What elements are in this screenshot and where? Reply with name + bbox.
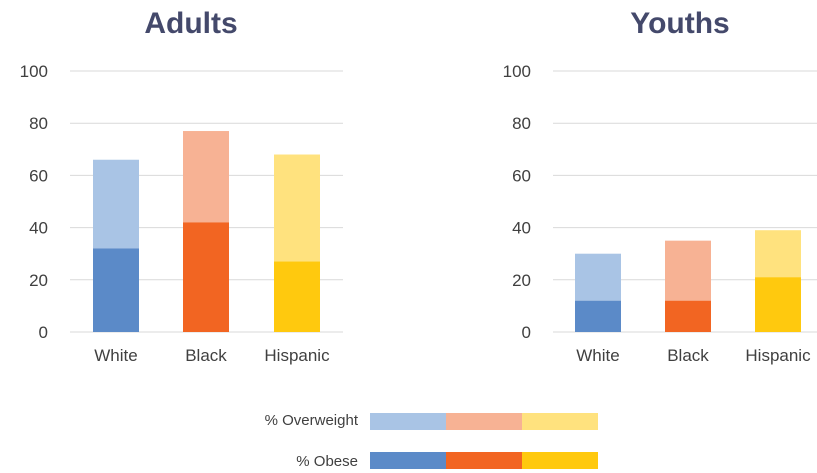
legend-swatch [370, 452, 446, 469]
adults-ytick-label: 80 [29, 114, 48, 133]
legend: % Overweight % Obese [265, 412, 598, 470]
adults-bar-overweight-black [183, 131, 229, 223]
legend-swatch [522, 413, 598, 430]
legend-swatch [370, 413, 446, 430]
youths-bar-overweight-black [665, 240, 711, 301]
youths-category-label: White [576, 346, 619, 365]
adults-category-label: White [94, 346, 137, 365]
youths-category-label: Black [667, 346, 709, 365]
youths-chart-title: Youths [630, 7, 729, 40]
youths-ytick-label: 0 [522, 323, 531, 342]
youths-category-label: Hispanic [745, 346, 811, 365]
legend-swatches-obese [370, 452, 598, 469]
youths-ytick-label: 40 [512, 219, 531, 238]
legend-swatch [446, 413, 522, 430]
adults-category-label: Hispanic [264, 346, 330, 365]
youths-bar-overweight-white [575, 253, 621, 301]
adults-ytick-label: 40 [29, 219, 48, 238]
adults-chart: Adults 0 20 40 60 80 100 White Black Hispanic [20, 7, 343, 365]
legend-swatch [446, 452, 522, 469]
youths-bar-obese-white [575, 300, 621, 332]
adults-bar-obese-white [93, 248, 139, 332]
youths-ytick-label: 20 [512, 271, 531, 290]
adults-category-label: Black [185, 346, 227, 365]
adults-bar-overweight-white [93, 159, 139, 249]
adults-chart-title: Adults [144, 7, 237, 40]
legend-label-obese: % Obese [296, 453, 358, 470]
youths-ytick-label: 60 [512, 166, 531, 185]
youths-chart: Youths 0 20 40 60 80 100 White Black Hispanic [503, 7, 817, 365]
youths-bar-obese-black [665, 300, 711, 332]
adults-bar-overweight-hispanic [274, 154, 320, 262]
adults-ytick-label: 0 [39, 323, 48, 342]
legend-swatch [522, 452, 598, 469]
adults-bar-obese-black [183, 222, 229, 332]
youths-bar-obese-hispanic [755, 277, 801, 332]
adults-ytick-label: 20 [29, 271, 48, 290]
legend-label-overweight: % Overweight [265, 412, 359, 429]
youths-bar-overweight-hispanic [755, 230, 801, 278]
adults-ytick-label: 60 [29, 166, 48, 185]
youths-ytick-label: 80 [512, 114, 531, 133]
adults-ytick-label: 100 [20, 62, 48, 81]
adults-bar-obese-hispanic [274, 261, 320, 332]
youths-ytick-label: 100 [503, 62, 531, 81]
legend-swatches-overweight [370, 413, 598, 430]
